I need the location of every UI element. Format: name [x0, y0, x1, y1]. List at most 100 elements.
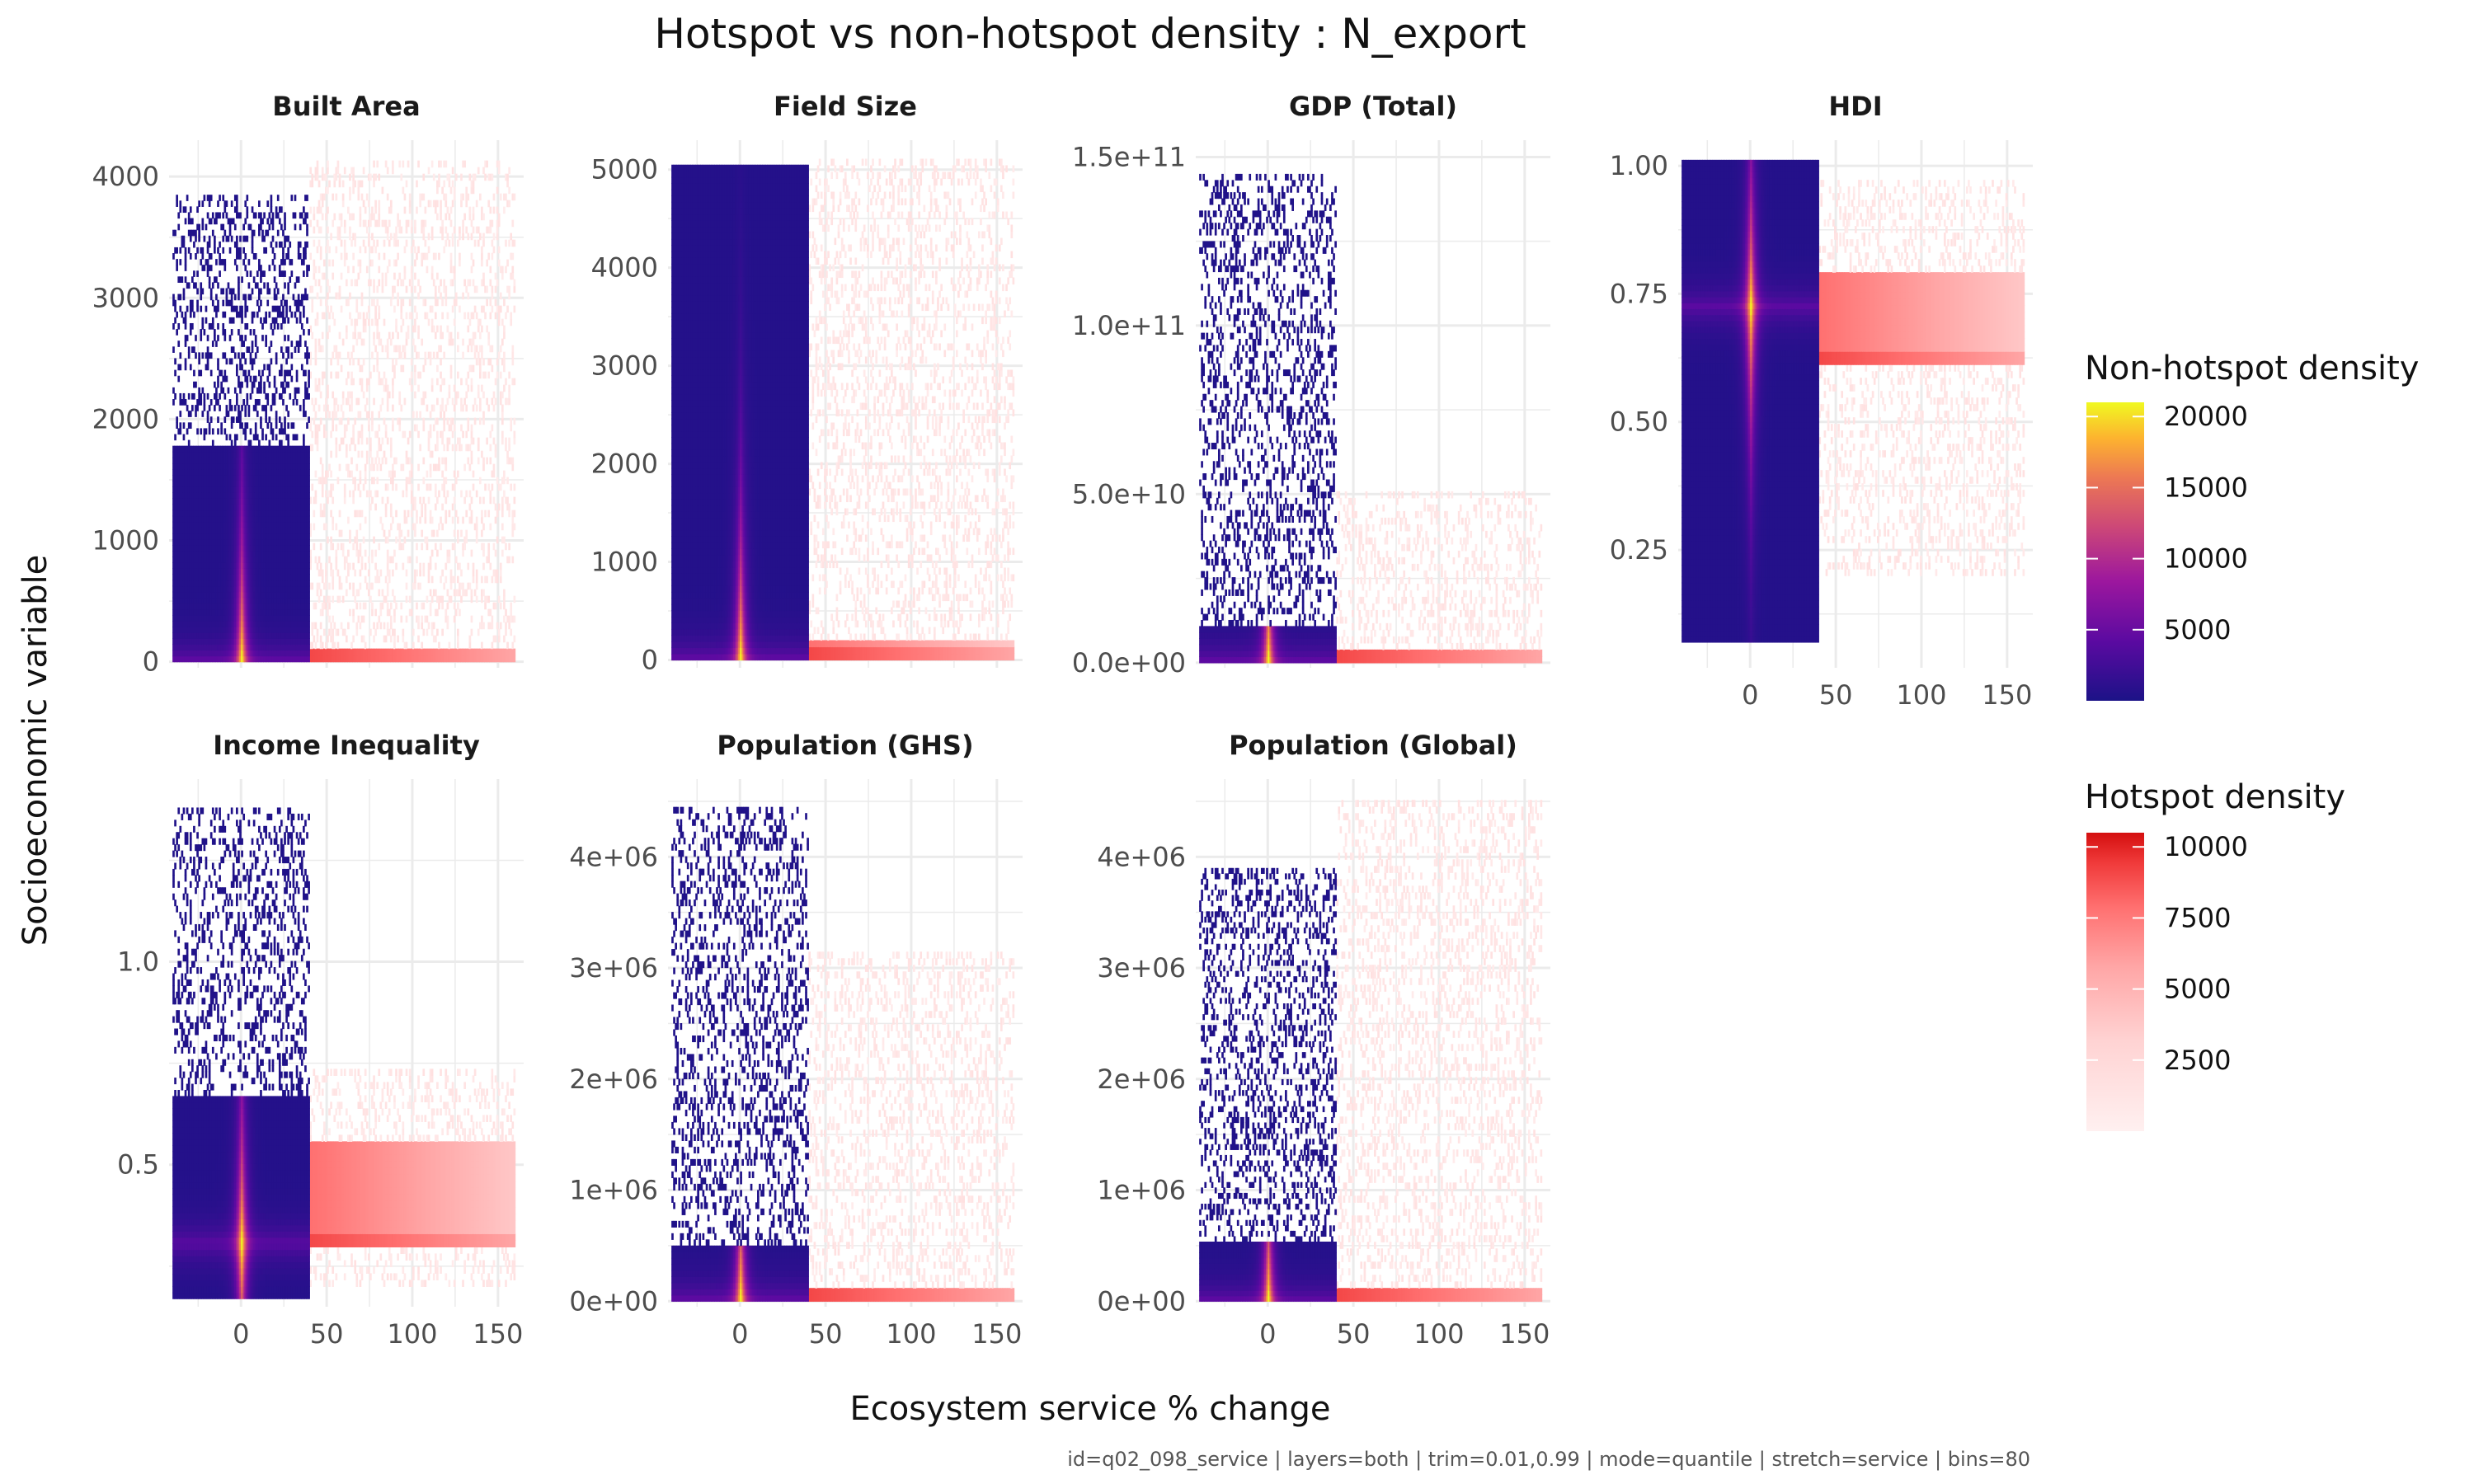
hotspot-bin [498, 596, 501, 603]
hotspot-bin [477, 458, 480, 465]
hotspot-bin [514, 378, 516, 386]
hotspot-bin [487, 372, 490, 379]
hotspot-bin [411, 312, 413, 320]
hotspot-bin [467, 233, 469, 241]
hotspot-bin [368, 240, 370, 247]
hotspot-bin [361, 378, 364, 386]
hotspot-bin [471, 458, 473, 465]
hotspot-bin [349, 583, 351, 590]
hotspot-bin [450, 583, 453, 590]
hotspot-bin [416, 603, 418, 610]
hotspot-bin [311, 444, 313, 452]
hotspot-bin [317, 563, 319, 571]
hotspot-bin [369, 451, 372, 458]
hotspot-bin [514, 649, 516, 656]
hotspot-bin [481, 260, 483, 267]
hotspot-bin [342, 438, 345, 445]
hotspot-bin [365, 464, 367, 472]
hotspot-bin [352, 609, 355, 617]
hotspot-bin [417, 464, 420, 472]
hotspot-bin [387, 497, 389, 505]
hotspot-bin [476, 312, 478, 320]
hotspot-bin [482, 497, 485, 505]
hotspot-bin [481, 385, 483, 392]
hotspot-bin [460, 425, 463, 432]
hotspot-bin [454, 194, 456, 201]
hotspot-bin [431, 576, 434, 584]
non-hotspot-bin [188, 247, 190, 254]
hotspot-bin [459, 260, 461, 267]
hotspot-bin [417, 247, 420, 254]
hotspot-bin [311, 181, 313, 188]
hotspot-bin [342, 596, 345, 603]
hotspot-bin [332, 352, 334, 359]
hotspot-bin [455, 398, 458, 406]
hotspot-bin [438, 253, 440, 261]
hotspot-bin [428, 167, 430, 175]
hotspot-bin [425, 240, 427, 247]
hotspot-bin [342, 543, 345, 551]
hotspot-bin [500, 622, 502, 630]
hotspot-bin [378, 438, 380, 445]
hotspot-bin [342, 392, 345, 399]
hotspot-bin [368, 306, 370, 313]
hotspot-bin [344, 497, 346, 505]
hotspot-bin [355, 339, 358, 346]
hotspot-bin [380, 570, 383, 577]
hotspot-bin [361, 438, 364, 445]
hotspot-bin [474, 398, 477, 406]
hotspot-bin [361, 556, 364, 564]
hotspot-bin [479, 233, 482, 241]
hotspot-bin [505, 312, 507, 320]
hotspot-bin [471, 385, 473, 392]
hotspot-bin [417, 161, 420, 168]
hotspot-bin [438, 491, 440, 498]
hotspot-bin [380, 339, 383, 346]
hotspot-bin [352, 425, 355, 432]
hotspot-bin [358, 616, 360, 623]
hotspot-bin [436, 299, 439, 307]
hotspot-bin [317, 444, 319, 452]
hotspot-bin [309, 167, 312, 175]
non-hotspot-bin [172, 253, 175, 260]
hotspot-bin [373, 477, 375, 485]
hotspot-bin [473, 339, 475, 346]
hotspot-bin [395, 563, 397, 571]
hotspot-bin [471, 517, 473, 524]
hotspot-bin [406, 227, 408, 234]
hotspot-bin [431, 306, 434, 313]
hotspot-bin [350, 279, 353, 287]
hotspot-bin [428, 247, 430, 254]
hotspot-bin [406, 642, 408, 650]
hotspot-bin [315, 398, 317, 406]
non-hotspot-bin [185, 399, 187, 406]
hotspot-bin [449, 174, 451, 181]
hotspot-bin [462, 339, 464, 346]
hotspot-bin [378, 220, 380, 228]
hotspot-bin [486, 438, 488, 445]
hotspot-bin [428, 622, 430, 630]
hotspot-bin [473, 438, 475, 445]
hotspot-bin [404, 537, 407, 544]
hotspot-bin [346, 636, 348, 643]
hotspot-bin [402, 187, 405, 195]
hotspot-bin [315, 497, 317, 505]
hotspot-bin [323, 629, 326, 636]
hotspot-bin [349, 537, 351, 544]
hotspot-bin [387, 339, 389, 346]
hotspot-bin [395, 260, 397, 267]
hotspot-bin [489, 524, 492, 531]
hotspot-bin [402, 563, 405, 571]
hotspot-bin [388, 260, 391, 267]
hotspot-bin [473, 207, 475, 214]
hotspot-bin [430, 609, 432, 617]
hotspot-bin [404, 273, 407, 280]
hotspot-bin [430, 556, 432, 564]
hotspot-bin [330, 306, 332, 313]
hotspot-bin [476, 286, 478, 294]
hotspot-bin [335, 556, 337, 564]
hotspot-bin [436, 378, 439, 386]
hotspot-bin [387, 603, 389, 610]
hotspot-bin [347, 299, 350, 307]
hotspot-bin [450, 187, 453, 195]
